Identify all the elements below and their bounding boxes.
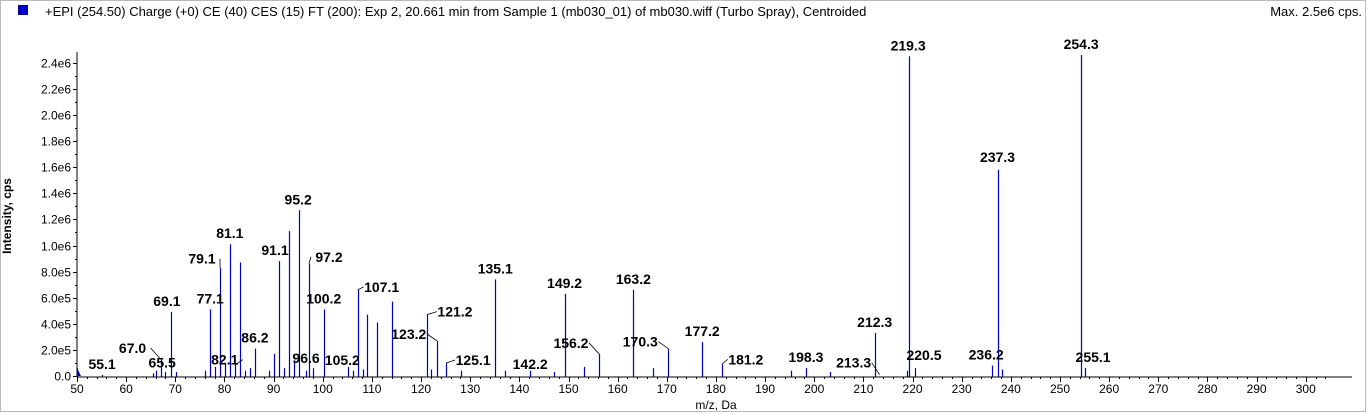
y-tick-label: 1.2e6 (41, 213, 71, 227)
peak-label-leader (426, 333, 438, 342)
x-tick-label: 260 (1099, 382, 1119, 396)
x-tick-label: 190 (755, 382, 775, 396)
peak-label: 96.6 (292, 350, 319, 366)
x-tick-label: 290 (1247, 382, 1267, 396)
peak-label: 77.1 (197, 290, 224, 306)
peak-label-leader (426, 311, 438, 316)
peak-label: 255.1 (1076, 349, 1111, 365)
x-tick-label: 170 (657, 382, 677, 396)
x-tick-label: 160 (608, 382, 628, 396)
peak-label: 69.1 (153, 293, 180, 309)
peak-label-leader (150, 347, 161, 360)
x-tick-label: 230 (952, 382, 972, 396)
y-tick-label: 1.8e6 (41, 135, 71, 149)
peak-label: 123.2 (391, 326, 426, 342)
peak-label: 86.2 (241, 330, 268, 346)
x-tick-label: 130 (460, 382, 480, 396)
peak-label: 125.1 (456, 352, 491, 368)
y-tick-label: 1.4e6 (41, 187, 71, 201)
peak-label: 219.3 (891, 37, 926, 53)
y-tick-label: 2.4e6 (41, 57, 71, 71)
peak-label: 213.3 (836, 355, 871, 371)
edge-peak-cluster (77, 368, 81, 376)
peak-label: 212.3 (857, 314, 892, 330)
peak-label-leader (357, 286, 364, 291)
series-legend-swatch (18, 5, 28, 15)
peak-label: 170.3 (623, 334, 658, 350)
x-tick-label: 210 (853, 382, 873, 396)
peak-label: 236.2 (969, 347, 1004, 363)
peak-label: 79.1 (188, 251, 215, 267)
x-tick-label: 50 (70, 382, 84, 396)
peak-label: 105.2 (325, 352, 360, 368)
peak-label: 91.1 (261, 242, 288, 258)
peak-label: 97.2 (315, 249, 342, 265)
y-tick-label: 2.0e5 (41, 344, 71, 358)
peak-label: 81.1 (216, 225, 243, 241)
peak-label-leader (445, 359, 456, 364)
x-tick-label: 250 (1050, 382, 1070, 396)
x-tick-label: 220 (903, 382, 923, 396)
y-tick-label: 2.0e6 (41, 109, 71, 123)
peak-label: 95.2 (285, 191, 312, 207)
x-tick-label: 70 (169, 382, 183, 396)
x-tick-label: 200 (804, 382, 824, 396)
chart-header: +EPI (254.50) Charge (+0) CE (40) CES (1… (0, 0, 1368, 26)
peak-label: 55.1 (88, 356, 115, 372)
peak-label: 121.2 (437, 304, 472, 320)
peak-label: 156.2 (553, 335, 588, 351)
x-tick-label: 300 (1296, 382, 1316, 396)
peak-label: 82.1 (211, 352, 238, 368)
peak-label: 67.0 (119, 340, 146, 356)
peak-label-leader (721, 358, 729, 365)
x-tick-label: 180 (706, 382, 726, 396)
chart-title: +EPI (254.50) Charge (+0) CE (40) CES (1… (45, 4, 867, 19)
x-tick-label: 240 (1001, 382, 1021, 396)
peak-label-leader (308, 256, 312, 264)
peak-label: 198.3 (788, 349, 823, 365)
peak-label: 237.3 (980, 149, 1015, 165)
y-tick-label: 6.0e5 (41, 292, 71, 306)
x-tick-label: 110 (362, 382, 381, 396)
peak-label: 254.3 (1064, 36, 1099, 52)
peak-label-leader (871, 362, 880, 375)
max-intensity-label: Max. 2.5e6 cps. (1270, 4, 1362, 19)
x-axis-label: m/z, Da (695, 398, 737, 412)
peak-label: 181.2 (728, 351, 763, 367)
peak-label: 149.2 (547, 275, 582, 291)
peak-label: 100.2 (306, 290, 341, 306)
peak-label-leader (658, 341, 669, 349)
y-tick-label: 8.0e5 (41, 266, 71, 280)
y-tick-label: 1.6e6 (41, 161, 71, 175)
x-tick-label: 90 (267, 382, 281, 396)
x-tick-label: 60 (119, 382, 133, 396)
x-tick-label: 140 (509, 382, 529, 396)
y-tick-label: 0.0 (54, 370, 71, 384)
y-tick-label: 1.0e6 (41, 240, 71, 254)
y-tick-label: 2.2e6 (41, 83, 71, 97)
peak-label-leader (234, 359, 244, 366)
peak-label: 163.2 (616, 271, 651, 287)
x-tick-label: 270 (1148, 382, 1168, 396)
peak-label: 135.1 (478, 260, 513, 276)
x-tick-label: 100 (313, 382, 333, 396)
peak-label: 142.2 (513, 356, 548, 372)
peak-label: 65.5 (149, 354, 176, 370)
peak-label-leader (588, 342, 600, 355)
x-tick-label: 120 (411, 382, 431, 396)
peak-label: 107.1 (364, 279, 399, 295)
y-tick-label: 4.0e5 (41, 318, 71, 332)
peak-label: 220.5 (906, 347, 941, 363)
x-tick-label: 150 (558, 382, 578, 396)
x-tick-label: 280 (1197, 382, 1217, 396)
peak-label: 177.2 (685, 323, 720, 339)
x-tick-label: 80 (218, 382, 232, 396)
